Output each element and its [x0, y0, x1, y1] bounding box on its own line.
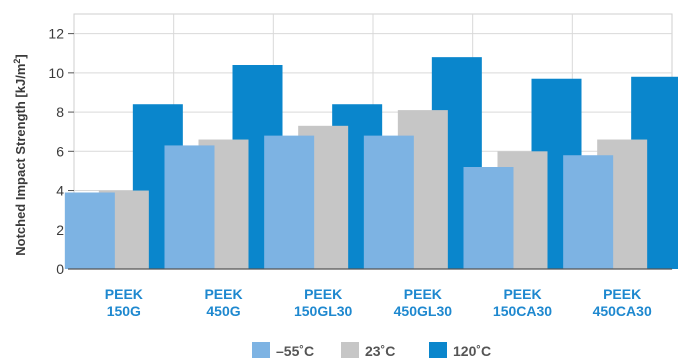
- legend-swatch: [252, 342, 270, 358]
- category-label: PEEK: [304, 286, 342, 302]
- category-label: PEEK: [105, 286, 143, 302]
- y-tick-label: 12: [48, 26, 64, 42]
- y-tick-label: 2: [56, 222, 64, 238]
- bar-minus55: [64, 192, 115, 269]
- legend-swatch: [341, 342, 359, 358]
- legend-label: 23˚C: [365, 343, 395, 359]
- y-tick-label: 4: [56, 183, 64, 199]
- category-label: 450G: [206, 303, 240, 319]
- bar-minus55: [463, 167, 514, 269]
- legend-label: –55˚C: [276, 343, 314, 359]
- legend: –55˚C 23˚C 120˚C: [252, 342, 491, 359]
- y-tick-label: 10: [48, 65, 64, 81]
- bar-minus55: [164, 145, 215, 269]
- bar-minus55: [363, 135, 414, 269]
- y-axis-label: Notched Impact Strength [kJ/m2]: [12, 54, 28, 256]
- category-label: 150G: [107, 303, 141, 319]
- category-label: PEEK: [603, 286, 641, 302]
- category-label: 450CA30: [593, 303, 652, 319]
- bars: [64, 57, 678, 270]
- y-tick-label: 6: [56, 143, 64, 159]
- category-label: PEEK: [503, 286, 541, 302]
- legend-label: 120˚C: [453, 343, 491, 359]
- legend-swatch: [429, 342, 447, 358]
- category-label: 150CA30: [493, 303, 552, 319]
- bar-minus55: [264, 135, 315, 269]
- y-tick-label: 0: [56, 261, 64, 277]
- category-label: 150GL30: [294, 303, 353, 319]
- y-tick-label: 8: [56, 104, 64, 120]
- category-label: 450GL30: [394, 303, 453, 319]
- category-label: PEEK: [204, 286, 242, 302]
- category-label: PEEK: [404, 286, 442, 302]
- category-labels: PEEK150GPEEK450GPEEK150GL30PEEK450GL30PE…: [105, 286, 652, 319]
- bar-minus55: [563, 155, 614, 269]
